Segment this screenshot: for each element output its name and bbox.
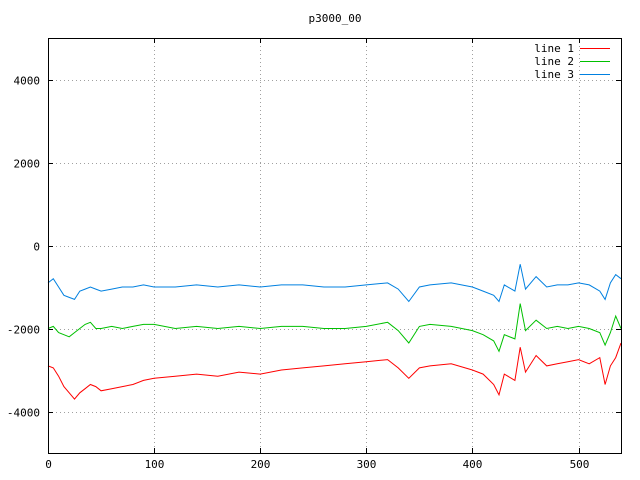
series-line-3 xyxy=(47,264,622,303)
y-tick-label: 4000 xyxy=(14,75,41,88)
series-layer xyxy=(47,264,622,400)
y-tick-label: -2000 xyxy=(7,324,40,337)
plot-frame xyxy=(48,38,622,454)
series-line-1 xyxy=(47,342,622,400)
legend-label: line 2 xyxy=(534,55,574,68)
x-tick-label: 500 xyxy=(570,458,590,471)
x-tick-label: 200 xyxy=(251,458,271,471)
y-tick-label: 2000 xyxy=(14,158,41,171)
chart-title: p3000_00 xyxy=(309,12,362,25)
axis-ticks: 0 100 200 300 400 500 -4000 -2000 0 2000 4000 xyxy=(7,38,621,471)
y-tick-label: 0 xyxy=(33,241,40,254)
series-line-2 xyxy=(47,303,622,353)
x-tick-label: 100 xyxy=(145,458,165,471)
legend-label: line 1 xyxy=(534,42,574,55)
x-tick-label: 400 xyxy=(463,458,483,471)
y-tick-label: -4000 xyxy=(7,407,40,420)
x-tick-label: 0 xyxy=(45,458,52,471)
x-tick-label: 300 xyxy=(357,458,377,471)
legend-label: line 3 xyxy=(534,68,574,81)
grid xyxy=(48,38,621,453)
